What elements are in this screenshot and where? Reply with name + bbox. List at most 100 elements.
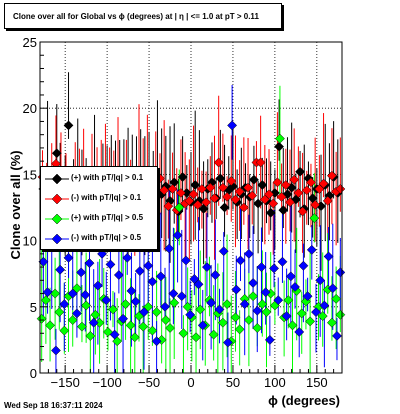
data-point <box>195 304 206 315</box>
data-point <box>55 264 66 275</box>
data-point <box>160 315 171 325</box>
chart-title: Clone over all for Global vs ϕ (degrees)… <box>13 11 259 21</box>
data-point <box>159 185 170 196</box>
legend: (+) with pT/|q| > 0.1 (-) with pT/|q| > 0… <box>40 166 158 250</box>
x-tick-label: 0 <box>187 375 194 390</box>
data-point <box>129 332 140 343</box>
data-point <box>294 327 305 337</box>
data-point <box>50 345 61 356</box>
legend-diamond-icon <box>45 173 69 185</box>
data-point <box>208 329 219 340</box>
data-point <box>326 317 337 328</box>
data-point <box>209 193 220 204</box>
data-point <box>260 287 271 298</box>
data-point <box>101 295 112 306</box>
data-point <box>318 178 329 189</box>
data-point <box>71 308 82 319</box>
x-tick-label: −100 <box>92 375 121 390</box>
data-point <box>293 187 304 198</box>
data-point <box>248 291 259 302</box>
data-point <box>51 148 62 159</box>
data-point <box>215 173 226 184</box>
data-point <box>85 330 96 341</box>
data-point <box>174 202 185 213</box>
data-point <box>59 325 70 336</box>
data-point <box>185 309 196 320</box>
data-point <box>217 317 228 328</box>
data-point <box>172 230 183 241</box>
data-point <box>268 198 279 209</box>
y-tick-label: 25 <box>23 35 37 50</box>
data-point <box>269 263 280 274</box>
data-point <box>193 279 204 290</box>
data-point <box>332 330 342 341</box>
data-point <box>289 174 300 185</box>
data-point <box>287 320 298 331</box>
data-point <box>147 325 158 336</box>
data-point <box>274 141 285 152</box>
data-point <box>218 246 229 257</box>
data-point <box>248 278 259 288</box>
data-point <box>230 194 241 205</box>
data-point <box>42 287 53 298</box>
timestamp: Wed Sep 18 16:37:11 2024 <box>4 401 103 410</box>
data-point <box>88 317 99 328</box>
data-point <box>227 181 238 192</box>
y-tick-label: 15 <box>23 167 37 182</box>
legend-label: (-) with pT/|q| > 0.1 <box>71 193 142 202</box>
data-point <box>210 270 221 280</box>
data-point <box>130 296 141 307</box>
data-point <box>226 176 237 186</box>
data-point <box>139 307 149 318</box>
data-point <box>214 304 225 315</box>
legend-diamond-icon <box>45 213 69 225</box>
data-point <box>134 266 145 277</box>
data-point <box>306 244 317 255</box>
data-point <box>283 295 294 306</box>
data-point <box>120 299 131 310</box>
legend-diamond <box>51 213 63 225</box>
y-axis-label: Clone over all (%) <box>8 150 23 259</box>
y-tick-label: 10 <box>23 234 37 249</box>
data-point <box>160 301 170 312</box>
data-point <box>309 213 320 224</box>
data-point <box>67 288 78 299</box>
data-point <box>201 197 212 208</box>
data-point <box>192 199 203 210</box>
data-point <box>322 195 333 206</box>
data-point <box>310 199 321 210</box>
x-tick-label: −150 <box>51 375 80 390</box>
data-point <box>190 180 201 190</box>
legend-diamond <box>51 193 63 205</box>
data-point <box>231 284 242 295</box>
data-point <box>222 337 233 348</box>
data-point <box>54 307 65 318</box>
data-point <box>335 267 346 278</box>
data-point <box>178 328 189 339</box>
data-point <box>76 267 87 278</box>
data-point <box>147 276 158 287</box>
legend-entry: (-) with pT/|q| > 0.1 <box>41 189 157 209</box>
data-point <box>247 190 258 201</box>
data-point <box>175 187 186 198</box>
data-point <box>205 182 216 193</box>
data-point <box>323 251 334 262</box>
data-point <box>257 299 268 310</box>
data-point <box>176 291 187 302</box>
data-point <box>253 198 264 209</box>
data-point <box>227 120 238 131</box>
data-point <box>63 252 74 263</box>
data-point <box>298 260 309 271</box>
data-point <box>315 275 326 286</box>
data-point <box>300 296 311 307</box>
data-point <box>243 315 254 325</box>
data-point <box>181 255 191 266</box>
x-tick-label: 150 <box>306 375 328 390</box>
data-point <box>108 304 118 315</box>
data-point <box>151 336 162 347</box>
data-point <box>335 309 346 320</box>
data-point <box>206 297 217 308</box>
data-point <box>306 177 316 188</box>
data-point <box>191 332 201 343</box>
legend-entry: (+) with pT/|q| > 0.1 <box>41 169 157 189</box>
